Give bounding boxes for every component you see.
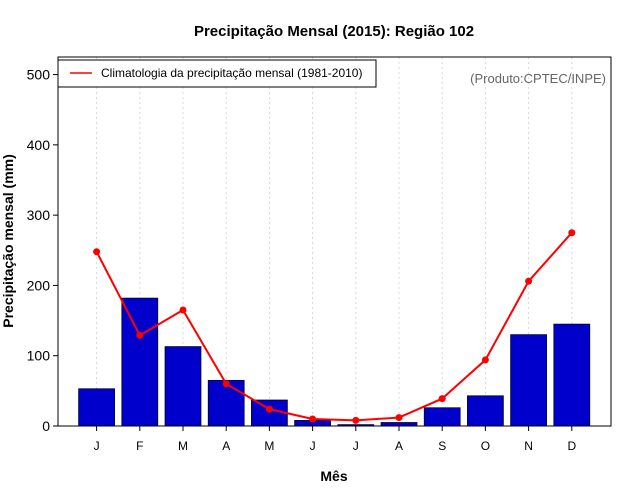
climatology-point-2 bbox=[179, 306, 187, 314]
climatology-point-3 bbox=[222, 380, 230, 388]
bar-F-1 bbox=[121, 297, 159, 427]
x-tick-label-5: J bbox=[310, 439, 316, 453]
y-tick-label-4: 400 bbox=[27, 137, 51, 153]
climatology-point-9 bbox=[481, 356, 489, 364]
x-tick-label-4: M bbox=[264, 439, 274, 453]
bar-A-7 bbox=[380, 422, 418, 427]
climatology-point-6 bbox=[352, 416, 360, 424]
source-note: (Produto:CPTEC/INPE) bbox=[470, 71, 606, 86]
bar-J-0 bbox=[78, 388, 115, 427]
legend-entry-climatology: Climatologia da precipitação mensal (198… bbox=[101, 66, 362, 80]
y-axis-label: Precipitação mensal (mm) bbox=[0, 154, 16, 328]
x-tick-label-0: J bbox=[94, 439, 100, 453]
y-tick-label-2: 200 bbox=[27, 277, 51, 293]
x-tick-label-8: S bbox=[438, 439, 446, 453]
plot-frame bbox=[57, 56, 612, 427]
x-axis-label: Mês bbox=[320, 468, 347, 484]
bars-layer bbox=[78, 297, 591, 427]
bar-O-9 bbox=[467, 395, 504, 427]
climatology-line-layer bbox=[93, 229, 576, 424]
x-tick-label-1: F bbox=[136, 439, 143, 453]
bar-D-11 bbox=[553, 323, 591, 427]
x-tick-label-3: A bbox=[222, 439, 230, 453]
bar-S-8 bbox=[423, 407, 461, 427]
climatology-point-0 bbox=[93, 248, 101, 256]
legend-box bbox=[57, 59, 377, 88]
climatology-point-11 bbox=[568, 229, 576, 237]
x-tick-label-9: O bbox=[481, 439, 490, 453]
climatology-line bbox=[95, 232, 573, 422]
bar-A-3 bbox=[207, 379, 245, 427]
climatology-point-8 bbox=[438, 395, 446, 403]
x-tick-label-7: A bbox=[395, 439, 403, 453]
legend: Climatologia da precipitação mensal (198… bbox=[57, 59, 377, 88]
climatology-point-5 bbox=[309, 415, 317, 423]
climatology-point-1 bbox=[136, 331, 144, 339]
y-tick-label-3: 300 bbox=[27, 207, 51, 223]
y-tick-label-5: 500 bbox=[27, 67, 51, 83]
climatology-point-7 bbox=[395, 414, 403, 422]
x-tick-label-2: M bbox=[178, 439, 188, 453]
bar-N-10 bbox=[510, 334, 547, 427]
y-tick-label-1: 100 bbox=[27, 348, 51, 364]
grid-layer bbox=[96, 57, 573, 426]
y-axis: 0 100 200 300 400 500 bbox=[27, 67, 58, 434]
climatology-point-4 bbox=[265, 405, 273, 413]
bar-M-2 bbox=[164, 346, 202, 427]
climatology-point-10 bbox=[525, 277, 533, 285]
x-tick-label-10: N bbox=[524, 439, 533, 453]
y-tick-label-0: 0 bbox=[42, 418, 50, 434]
x-tick-label-11: D bbox=[567, 439, 576, 453]
x-tick-label-6: J bbox=[353, 439, 359, 453]
chart-title: Precipitação Mensal (2015): Região 102 bbox=[194, 23, 474, 40]
